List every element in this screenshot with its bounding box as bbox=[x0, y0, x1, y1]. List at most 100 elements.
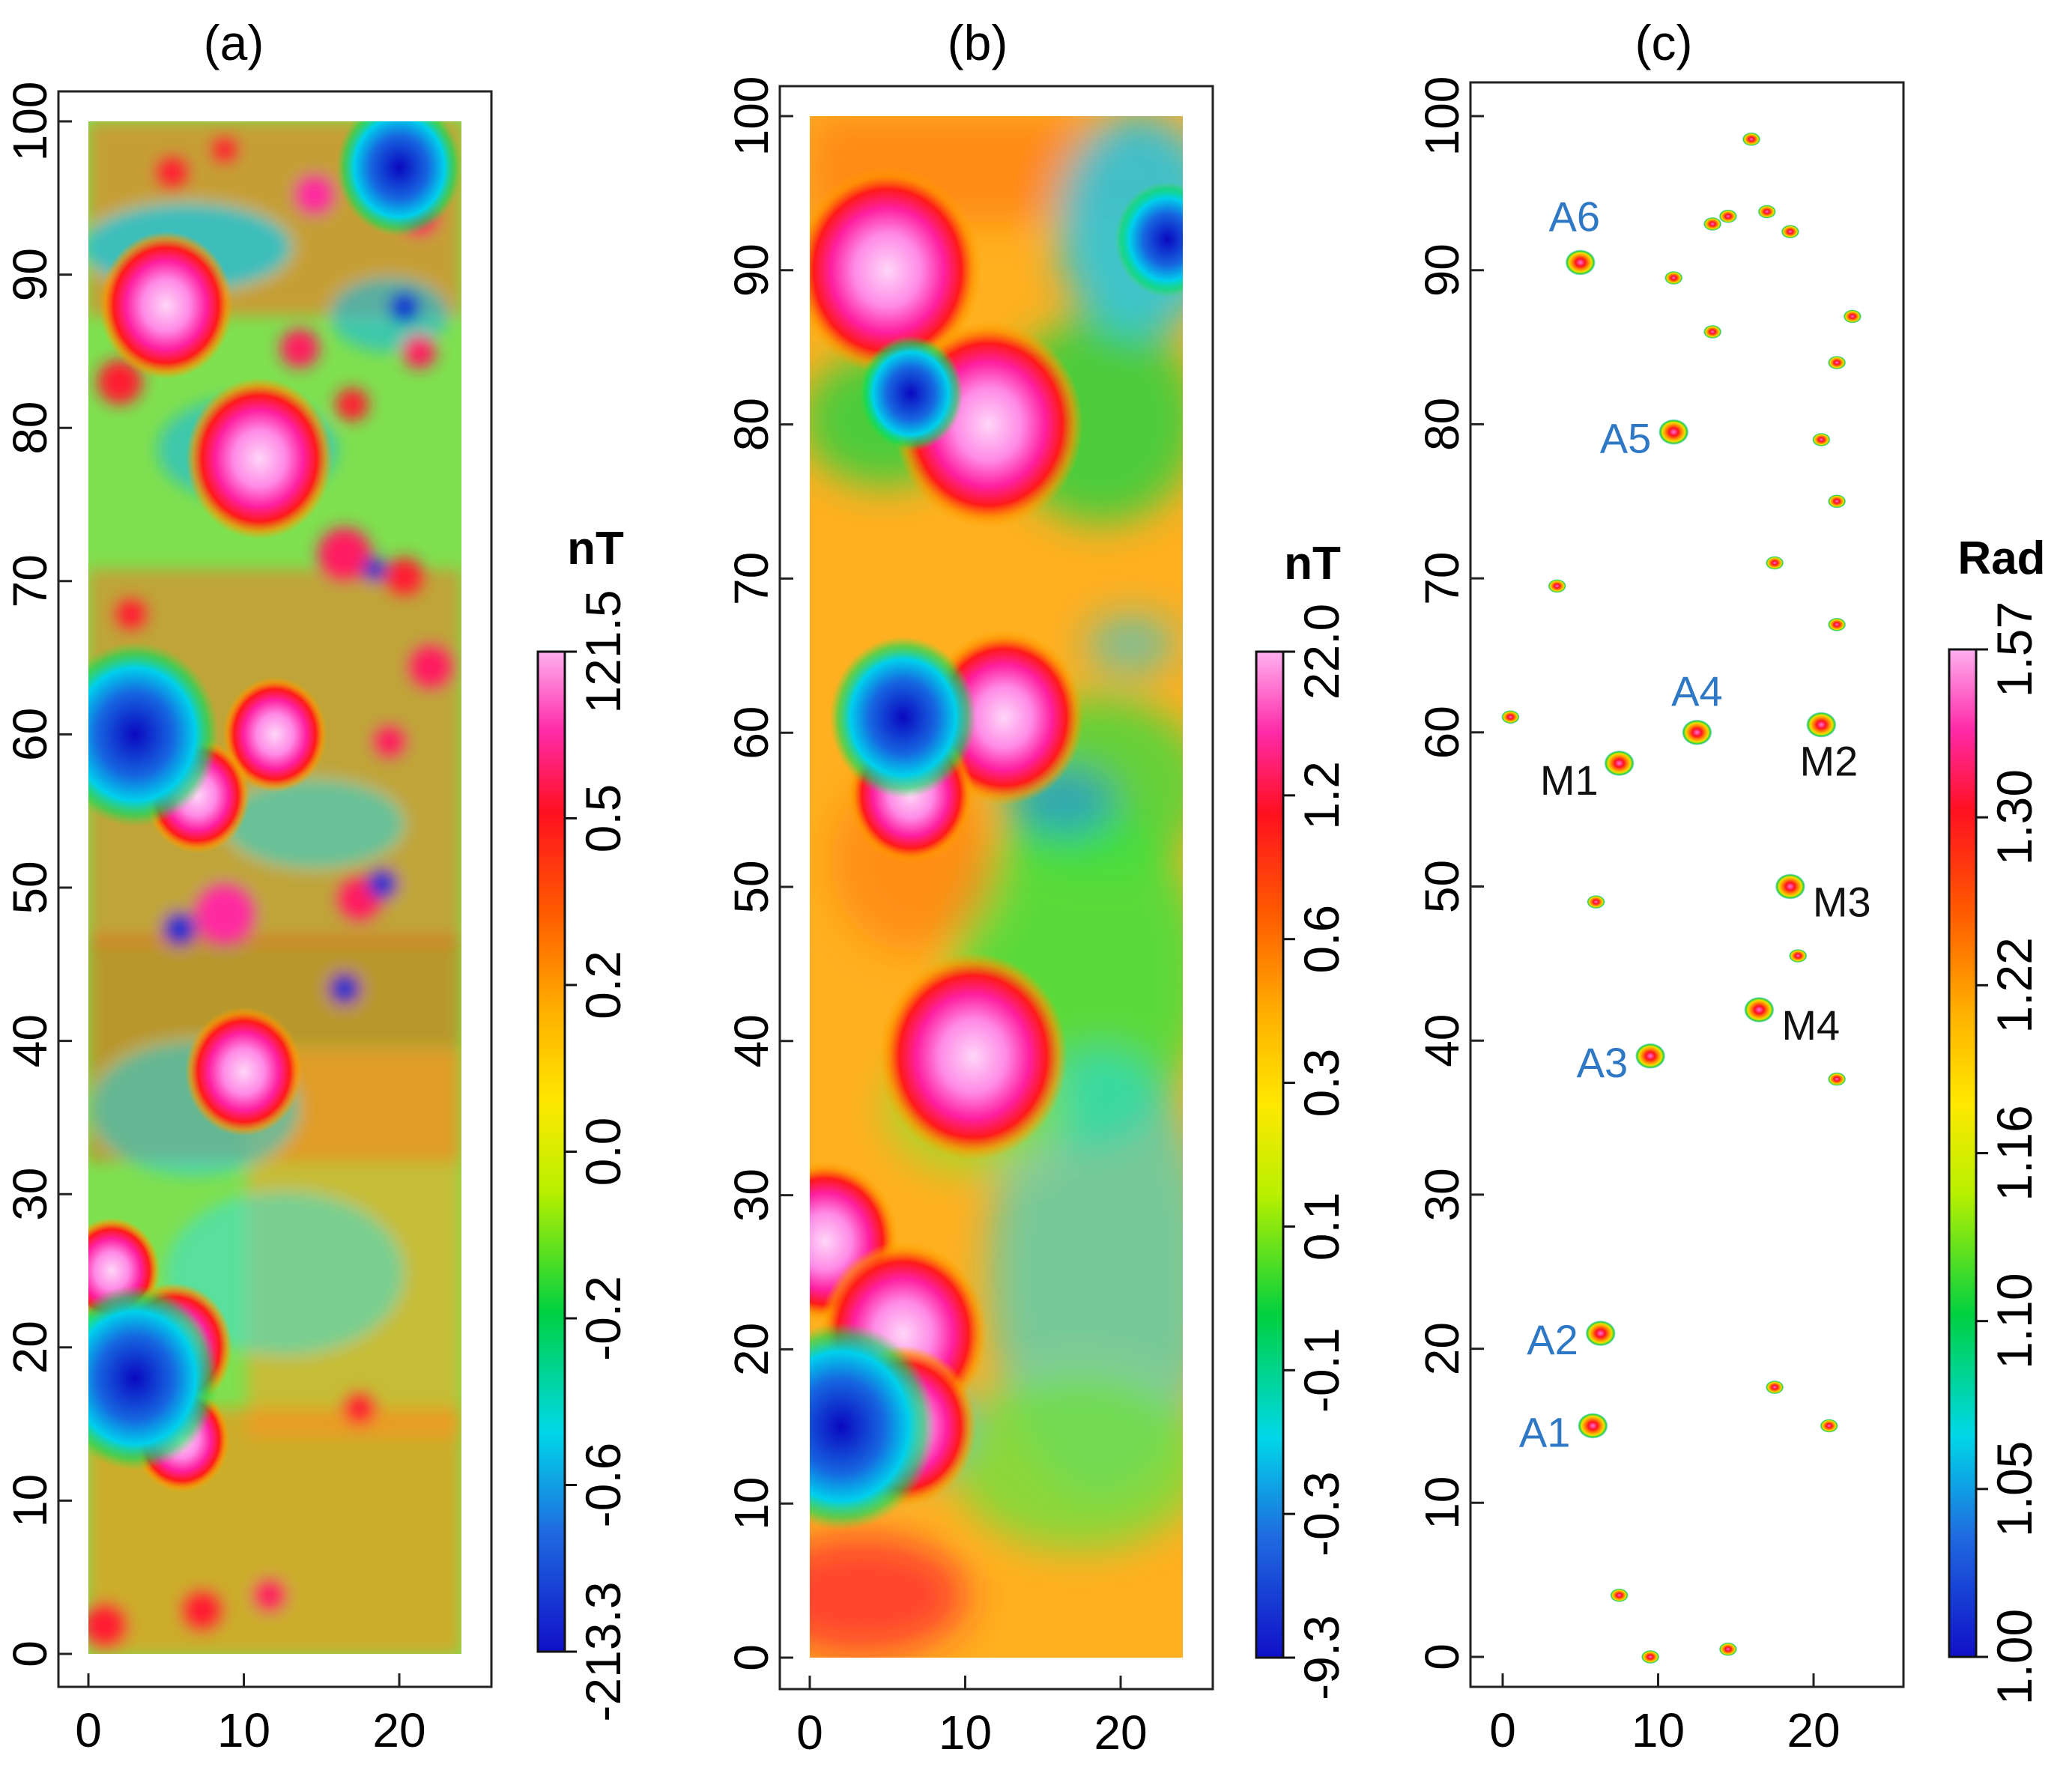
panel-c-colorbar: 1.00 1.05 1.10 1.16 1.22 1.30 1.57 Rad bbox=[1948, 533, 2046, 1705]
colorbar-tick-label: 0.2 bbox=[575, 951, 631, 1019]
y-tick-label: 50 bbox=[1415, 860, 1469, 913]
y-tick-label: 100 bbox=[1415, 76, 1469, 157]
colorbar-tick-label: 121.5 bbox=[575, 590, 631, 713]
colorbar-tick-label: -0.1 bbox=[1294, 1327, 1349, 1413]
minor-point bbox=[1766, 556, 1784, 570]
x-tick-label: 20 bbox=[1787, 1703, 1840, 1757]
y-tick-label: 20 bbox=[3, 1321, 57, 1374]
point-label: A6 bbox=[1549, 193, 1601, 240]
point-label: A4 bbox=[1671, 667, 1723, 715]
panel-c: (c) A1 A2 A3 A4 A5 A6 M1 M2 M3 M4 0 10 20 30 40 50 60 70… bbox=[1415, 15, 2046, 1757]
labeled-point bbox=[1744, 997, 1775, 1023]
panel-c-x-axis: 0 10 20 bbox=[1489, 1673, 1841, 1757]
panel-b-x-axis: 0 10 20 bbox=[796, 1676, 1148, 1760]
minor-point bbox=[1703, 216, 1722, 231]
colorbar-tick-label: 1.2 bbox=[1294, 761, 1349, 830]
x-tick-label: 10 bbox=[939, 1706, 992, 1760]
colorbar-tick-label: 0.5 bbox=[575, 784, 631, 853]
colorbar-unit: nT bbox=[1284, 538, 1341, 590]
labeled-point bbox=[1604, 750, 1635, 776]
x-tick-label: 20 bbox=[1094, 1706, 1147, 1760]
y-tick-label: 100 bbox=[724, 76, 778, 157]
y-tick-label: 80 bbox=[724, 398, 778, 451]
minor-point bbox=[1718, 209, 1737, 223]
anomaly-high bbox=[186, 378, 333, 539]
y-tick-label: 0 bbox=[3, 1640, 57, 1667]
colorbar-tick-label: 1.10 bbox=[1987, 1273, 2042, 1369]
colorbar-tick-label: 1.22 bbox=[1987, 937, 2042, 1033]
anomaly-low bbox=[88, 1285, 219, 1470]
y-tick-label: 100 bbox=[3, 82, 57, 162]
anomaly-high bbox=[99, 231, 234, 380]
colorbar-ramp bbox=[1255, 650, 1285, 1659]
point-label: A2 bbox=[1527, 1316, 1578, 1363]
anomaly-low bbox=[810, 1322, 936, 1530]
minor-point bbox=[1828, 494, 1847, 509]
y-tick-label: 10 bbox=[724, 1477, 778, 1530]
point-label: M1 bbox=[1540, 757, 1599, 804]
minor-point bbox=[1610, 1588, 1629, 1602]
y-tick-label: 50 bbox=[3, 861, 57, 914]
y-tick-label: 60 bbox=[3, 708, 57, 761]
x-tick-label: 0 bbox=[1489, 1703, 1516, 1757]
minor-point bbox=[1828, 1072, 1847, 1086]
panel-b-y-axis: 0 10 20 30 40 50 60 70 80 90 100 bbox=[724, 76, 793, 1671]
colorbar-tick-label: 0.0 bbox=[575, 1118, 631, 1186]
minor-point bbox=[1789, 949, 1808, 963]
panel-b-title: (b) bbox=[948, 15, 1008, 70]
labeled-point bbox=[1658, 419, 1689, 445]
x-tick-label: 0 bbox=[75, 1703, 102, 1757]
y-tick-label: 10 bbox=[1415, 1476, 1469, 1530]
minor-point bbox=[1548, 579, 1566, 593]
colorbar-ramp bbox=[1948, 648, 1978, 1658]
colorbar-tick-label: 1.05 bbox=[1987, 1441, 2042, 1537]
y-tick-label: 30 bbox=[3, 1168, 57, 1221]
y-tick-label: 30 bbox=[724, 1169, 778, 1222]
minor-point bbox=[1828, 617, 1847, 631]
point-label: M4 bbox=[1781, 1001, 1840, 1049]
x-tick-label: 10 bbox=[1632, 1703, 1685, 1757]
minor-point bbox=[1664, 270, 1683, 285]
anomaly-high bbox=[878, 952, 1067, 1161]
y-tick-label: 40 bbox=[1415, 1014, 1469, 1067]
minor-point bbox=[1820, 1419, 1838, 1433]
anomaly-low bbox=[829, 636, 977, 798]
y-tick-label: 80 bbox=[3, 401, 57, 455]
panel-c-labels: A1 A2 A3 A4 A5 A6 M1 M2 M3 M4 bbox=[1519, 193, 1871, 1455]
colorbar-tick-label: 1.00 bbox=[1987, 1609, 2042, 1705]
panel-c-title: (c) bbox=[1635, 15, 1693, 70]
y-tick-label: 70 bbox=[3, 554, 57, 607]
y-tick-label: 0 bbox=[724, 1644, 778, 1671]
anomaly-high bbox=[185, 1007, 303, 1136]
y-tick-label: 90 bbox=[724, 243, 778, 297]
labeled-point bbox=[1806, 712, 1837, 738]
minor-point bbox=[1828, 356, 1847, 370]
minor-point bbox=[1757, 204, 1776, 219]
point-label: A3 bbox=[1577, 1039, 1629, 1086]
panel-a-x-axis: 0 10 20 bbox=[75, 1673, 426, 1757]
colorbar-tick-label: -9.3 bbox=[1294, 1615, 1349, 1700]
y-tick-label: 60 bbox=[1415, 706, 1469, 759]
y-tick-label: 20 bbox=[1415, 1322, 1469, 1375]
anomaly-low bbox=[336, 121, 461, 237]
minor-point bbox=[1843, 309, 1862, 324]
minor-point bbox=[1781, 225, 1799, 239]
colorbar-unit: Rad bbox=[1957, 533, 2045, 584]
colorbar-tick-label: 1.57 bbox=[1987, 601, 2042, 697]
y-tick-label: 40 bbox=[3, 1014, 57, 1067]
colorbar-tick-label: 1.16 bbox=[1987, 1105, 2042, 1201]
labeled-point bbox=[1682, 719, 1712, 745]
point-label: A5 bbox=[1600, 415, 1652, 462]
panel-a: (a) bbox=[3, 15, 631, 1757]
colorbar-unit: nT bbox=[567, 523, 624, 575]
point-label: M2 bbox=[1799, 738, 1858, 785]
panel-c-y-axis: 0 10 20 30 40 50 60 70 80 90 100 bbox=[1415, 76, 1484, 1670]
y-tick-label: 90 bbox=[1415, 243, 1469, 297]
y-tick-label: 0 bbox=[1415, 1643, 1469, 1670]
labeled-point bbox=[1578, 1413, 1608, 1439]
minor-point bbox=[1742, 132, 1760, 146]
anomaly-low bbox=[858, 336, 963, 452]
labeled-point bbox=[1565, 249, 1596, 276]
x-tick-label: 20 bbox=[372, 1703, 425, 1757]
